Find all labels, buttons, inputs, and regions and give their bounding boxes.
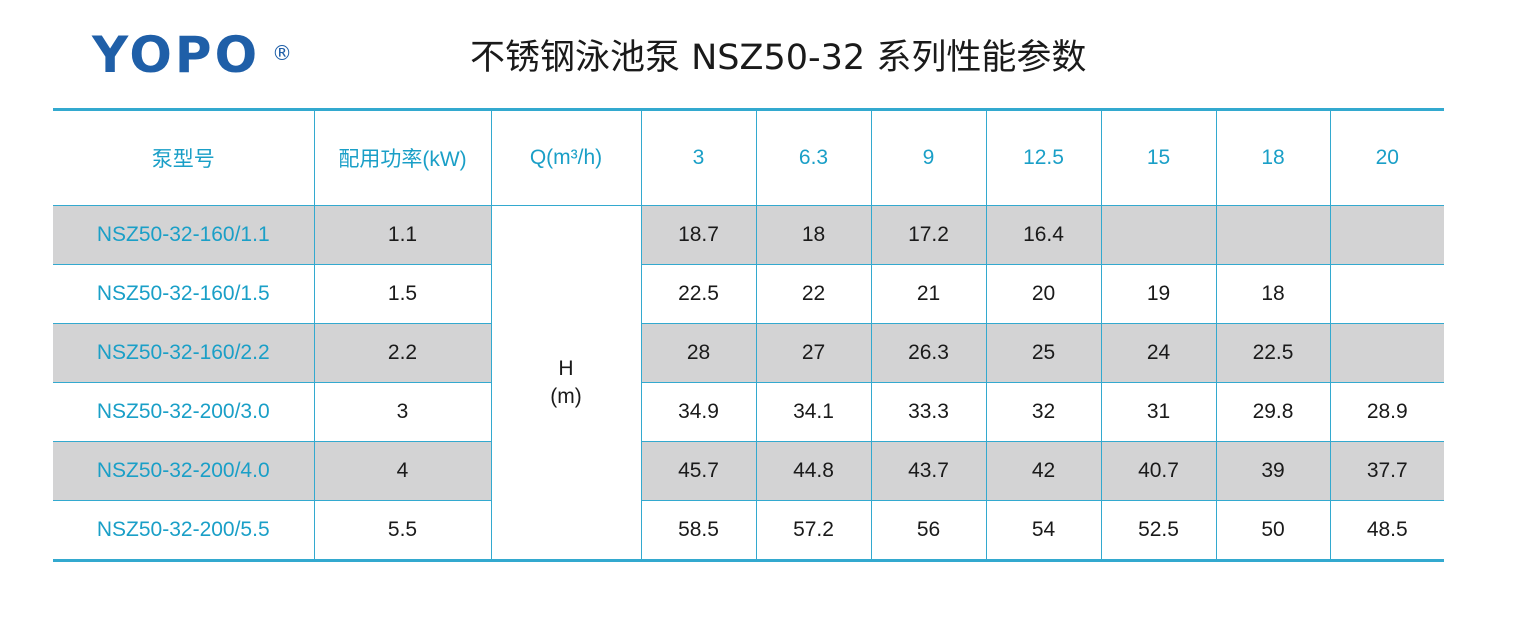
power-cell: 5.5	[313, 500, 492, 561]
head-value-cell: 29.8	[1215, 382, 1331, 442]
head-value-cell: 19	[1100, 264, 1217, 324]
header-flow-point: 9	[870, 109, 987, 206]
head-value-cell: 25	[985, 323, 1102, 383]
head-value-cell: 27	[755, 323, 872, 383]
head-unit-cell: H (m)	[490, 205, 642, 561]
model-cell: NSZ50-32-200/5.5	[53, 500, 315, 561]
head-value-cell	[1215, 205, 1331, 265]
model-cell: NSZ50-32-200/3.0	[53, 382, 315, 442]
power-cell: 4	[313, 441, 492, 501]
table-row: NSZ50-32-160/1.1 1.1 H (m) 18.7 18 17.2 …	[53, 205, 1444, 561]
head-value-cell: 18	[1215, 264, 1331, 324]
head-value-cell: 26.3	[870, 323, 987, 383]
head-value-cell: 34.9	[640, 382, 757, 442]
head-value-cell: 39	[1215, 441, 1331, 501]
header-flow: Q(m³/h)	[490, 109, 642, 206]
header-flow-point: 6.3	[755, 109, 872, 206]
head-value-cell: 16.4	[985, 205, 1102, 265]
model-cell: NSZ50-32-200/4.0	[53, 441, 315, 501]
head-value-cell: 42	[985, 441, 1102, 501]
head-value-cell: 31	[1100, 382, 1217, 442]
head-value-cell: 22.5	[1215, 323, 1331, 383]
registered-mark: ®	[272, 41, 292, 65]
header-row: 泵型号 配用功率(kW) Q(m³/h) 3 6.3 9 12.5 15 18 …	[53, 109, 1444, 206]
head-value-cell: 21	[870, 264, 987, 324]
header-flow-point: 18	[1215, 109, 1331, 206]
head-value-cell	[1329, 264, 1444, 324]
head-value-cell: 17.2	[870, 205, 987, 265]
head-value-cell: 28.9	[1329, 382, 1444, 442]
model-cell: NSZ50-32-160/2.2	[53, 323, 315, 383]
page-title: 不锈钢泳池泵 NSZ50-32 系列性能参数	[470, 38, 1087, 78]
head-value-cell: 18	[755, 205, 872, 265]
head-unit: (m)	[550, 384, 582, 408]
head-value-cell: 52.5	[1100, 500, 1217, 561]
brand-name: YOPO	[92, 26, 261, 84]
head-value-cell	[1329, 205, 1444, 265]
table-row: NSZ50-32-200/5.5 5.5 58.5 57.2 56 54 52.…	[53, 500, 1444, 561]
head-value-cell: 22.5	[640, 264, 757, 324]
head-value-cell	[1329, 323, 1444, 383]
power-cell: 1.1	[313, 205, 492, 265]
table-row: NSZ50-32-160/2.2 2.2 28 27 26.3 25 24 22…	[53, 323, 1444, 383]
header-flow-point: 15	[1100, 109, 1217, 206]
head-value-cell: 20	[985, 264, 1102, 324]
head-value-cell: 45.7	[640, 441, 757, 501]
performance-table: 泵型号 配用功率(kW) Q(m³/h) 3 6.3 9 12.5 15 18 …	[53, 108, 1444, 562]
head-value-cell: 32	[985, 382, 1102, 442]
header-flow-point: 20	[1329, 109, 1444, 206]
head-value-cell: 18.7	[640, 205, 757, 265]
head-value-cell: 44.8	[755, 441, 872, 501]
head-value-cell: 58.5	[640, 500, 757, 561]
head-value-cell: 56	[870, 500, 987, 561]
head-value-cell: 33.3	[870, 382, 987, 442]
table-row: NSZ50-32-160/1.5 1.5 22.5 22 21 20 19 18	[53, 264, 1444, 324]
head-value-cell: 48.5	[1329, 500, 1444, 561]
head-value-cell: 40.7	[1100, 441, 1217, 501]
head-value-cell: 57.2	[755, 500, 872, 561]
header-flow-point: 3	[640, 109, 757, 206]
head-value-cell: 37.7	[1329, 441, 1444, 501]
head-value-cell: 54	[985, 500, 1102, 561]
power-cell: 2.2	[313, 323, 492, 383]
head-value-cell: 24	[1100, 323, 1217, 383]
head-value-cell: 28	[640, 323, 757, 383]
model-cell: NSZ50-32-160/1.1	[53, 205, 315, 265]
head-value-cell: 34.1	[755, 382, 872, 442]
power-cell: 1.5	[313, 264, 492, 324]
head-value-cell: 22	[755, 264, 872, 324]
header-power: 配用功率(kW)	[313, 109, 492, 206]
model-cell: NSZ50-32-160/1.5	[53, 264, 315, 324]
header-model: 泵型号	[53, 109, 315, 206]
header-flow-point: 12.5	[985, 109, 1102, 206]
brand-logo: YOPO ®	[92, 30, 292, 80]
head-value-cell: 50	[1215, 500, 1331, 561]
head-value-cell	[1100, 205, 1217, 265]
head-value-cell: 43.7	[870, 441, 987, 501]
power-cell: 3	[313, 382, 492, 442]
head-symbol: H	[558, 356, 574, 380]
table-row: NSZ50-32-200/4.0 4 45.7 44.8 43.7 42 40.…	[53, 441, 1444, 501]
table-row: NSZ50-32-200/3.0 3 34.9 34.1 33.3 32 31 …	[53, 382, 1444, 442]
